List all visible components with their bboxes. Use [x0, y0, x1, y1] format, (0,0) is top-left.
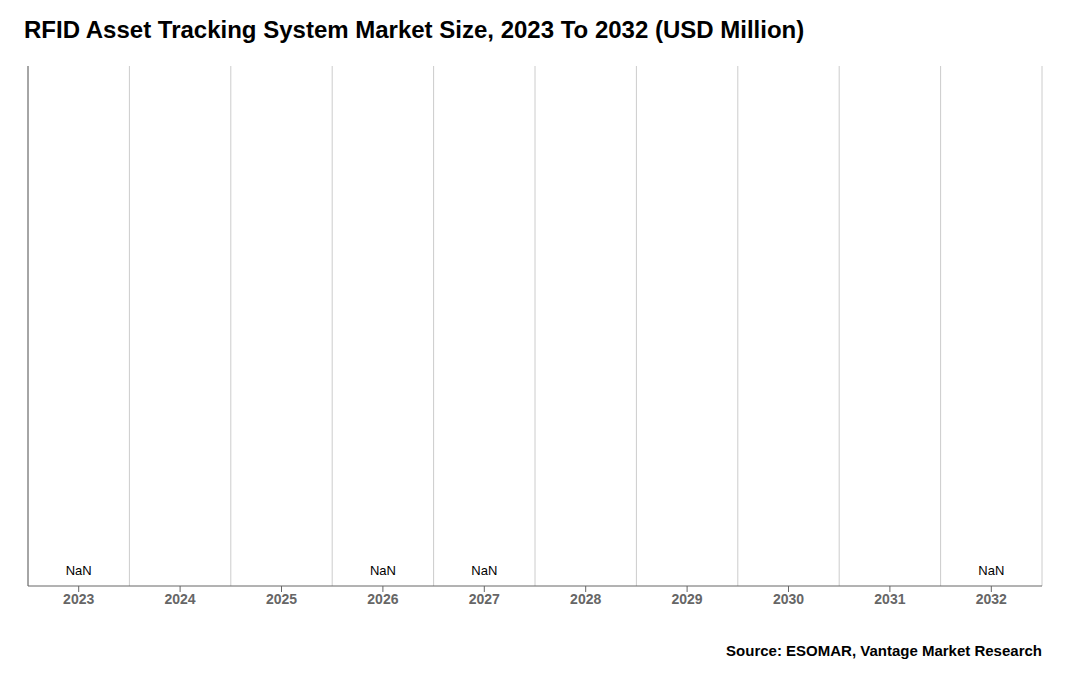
svg-text:NaN: NaN: [66, 563, 92, 578]
svg-text:2027: 2027: [469, 591, 500, 607]
svg-text:2026: 2026: [367, 591, 398, 607]
svg-text:2031: 2031: [874, 591, 905, 607]
svg-text:NaN: NaN: [370, 563, 396, 578]
svg-text:2028: 2028: [570, 591, 601, 607]
svg-text:2024: 2024: [165, 591, 196, 607]
svg-text:NaN: NaN: [978, 563, 1004, 578]
svg-text:2025: 2025: [266, 591, 297, 607]
svg-text:2029: 2029: [672, 591, 703, 607]
html-text:Source: ESOMAR, Vantage Market: Source: ESOMAR, Vantage Market Research: [726, 642, 1042, 659]
svg-text:2030: 2030: [773, 591, 804, 607]
html-text:RFID Asset Tracking System Mar: RFID Asset Tracking System Market Size, …: [24, 16, 805, 43]
svg-text:NaN: NaN: [471, 563, 497, 578]
svg-text:2032: 2032: [976, 591, 1007, 607]
svg-text:2023: 2023: [63, 591, 94, 607]
